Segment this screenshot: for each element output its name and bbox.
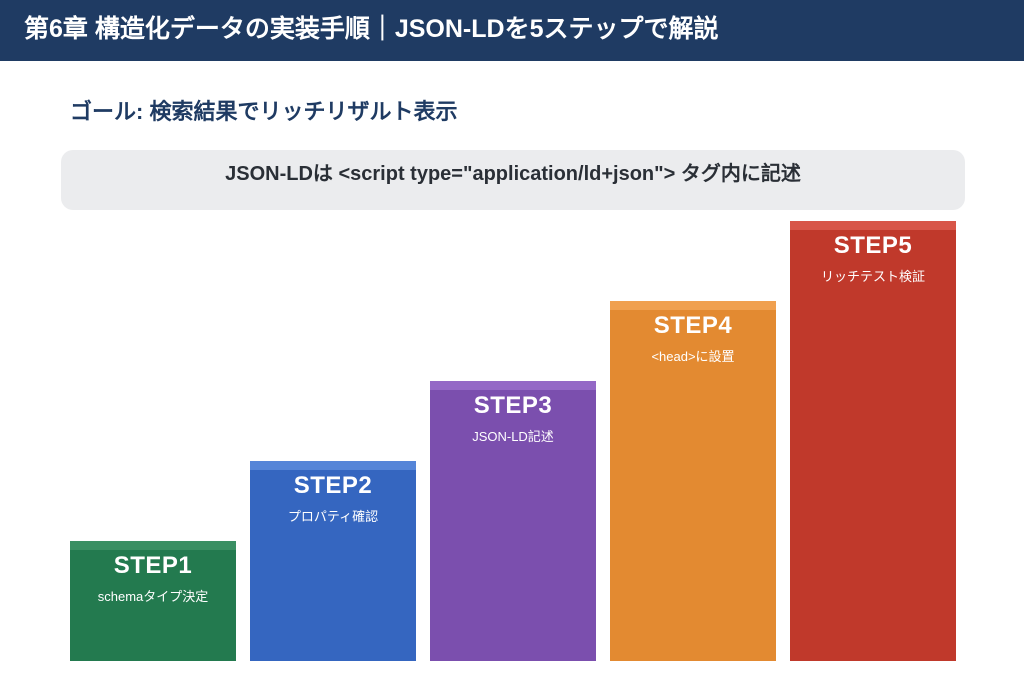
step-5-label: STEP5 [833,232,913,259]
step-2-label: STEP2 [293,472,373,499]
step-3-cap [430,381,596,390]
step-2-desc: プロパティ確認 [287,509,379,524]
step-4-cap [610,301,776,310]
step-5-block: STEP5 リッチテスト検証 [790,221,956,661]
step-2-cap [250,461,416,470]
step-4-desc: <head>に設置 [651,349,735,364]
step-5-desc: リッチテスト検証 [820,269,925,284]
note-box: JSON-LDは <script type="application/ld+js… [61,150,965,210]
step-2-block: STEP2 プロパティ確認 [250,461,416,661]
note-text: JSON-LDは <script type="application/ld+js… [225,163,801,185]
goal-heading: ゴール: 検索結果でリッチリザルト表示 [70,99,458,124]
step-1-desc: schemaタイプ決定 [97,589,209,604]
step-4-label: STEP4 [653,312,733,339]
step-4-block: STEP4 <head>に設置 [610,301,776,661]
step-1-cap [70,541,236,550]
page-title: 第6章 構造化データの実装手順｜JSON-LDを5ステップで解説 [24,15,719,43]
header-bar: 第6章 構造化データの実装手順｜JSON-LDを5ステップで解説 [0,0,1024,61]
step-1-label: STEP1 [113,552,193,579]
step-3-desc: JSON-LD記述 [472,429,554,444]
step-5-cap [790,221,956,230]
step-3-block: STEP3 JSON-LD記述 [430,381,596,661]
step-3-label: STEP3 [473,392,553,419]
step-1-block: STEP1 schemaタイプ決定 [70,541,236,661]
